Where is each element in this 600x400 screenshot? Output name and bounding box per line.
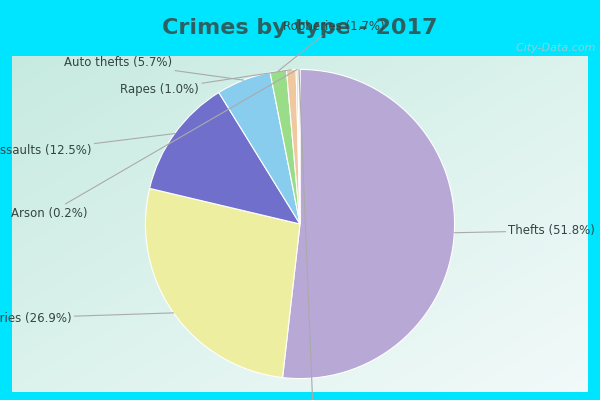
Text: Rapes (1.0%): Rapes (1.0%) bbox=[121, 70, 291, 96]
Text: City-Data.com: City-Data.com bbox=[509, 42, 596, 52]
Text: Thefts (51.8%): Thefts (51.8%) bbox=[454, 224, 595, 237]
Text: Assaults (12.5%): Assaults (12.5%) bbox=[0, 134, 175, 156]
Text: Crimes by type - 2017: Crimes by type - 2017 bbox=[162, 18, 438, 38]
Wedge shape bbox=[149, 92, 300, 224]
Text: Robberies (1.7%): Robberies (1.7%) bbox=[278, 20, 385, 71]
Text: Auto thefts (5.7%): Auto thefts (5.7%) bbox=[64, 56, 244, 80]
Wedge shape bbox=[219, 72, 300, 224]
Wedge shape bbox=[298, 70, 300, 224]
Wedge shape bbox=[145, 188, 300, 378]
Wedge shape bbox=[296, 70, 300, 224]
Text: Arson (0.2%): Arson (0.2%) bbox=[11, 70, 297, 220]
Wedge shape bbox=[283, 70, 455, 378]
Text: Murders (0.2%): Murders (0.2%) bbox=[268, 70, 359, 400]
Wedge shape bbox=[286, 70, 300, 224]
Text: Burglaries (26.9%): Burglaries (26.9%) bbox=[0, 312, 173, 324]
Wedge shape bbox=[270, 70, 300, 224]
